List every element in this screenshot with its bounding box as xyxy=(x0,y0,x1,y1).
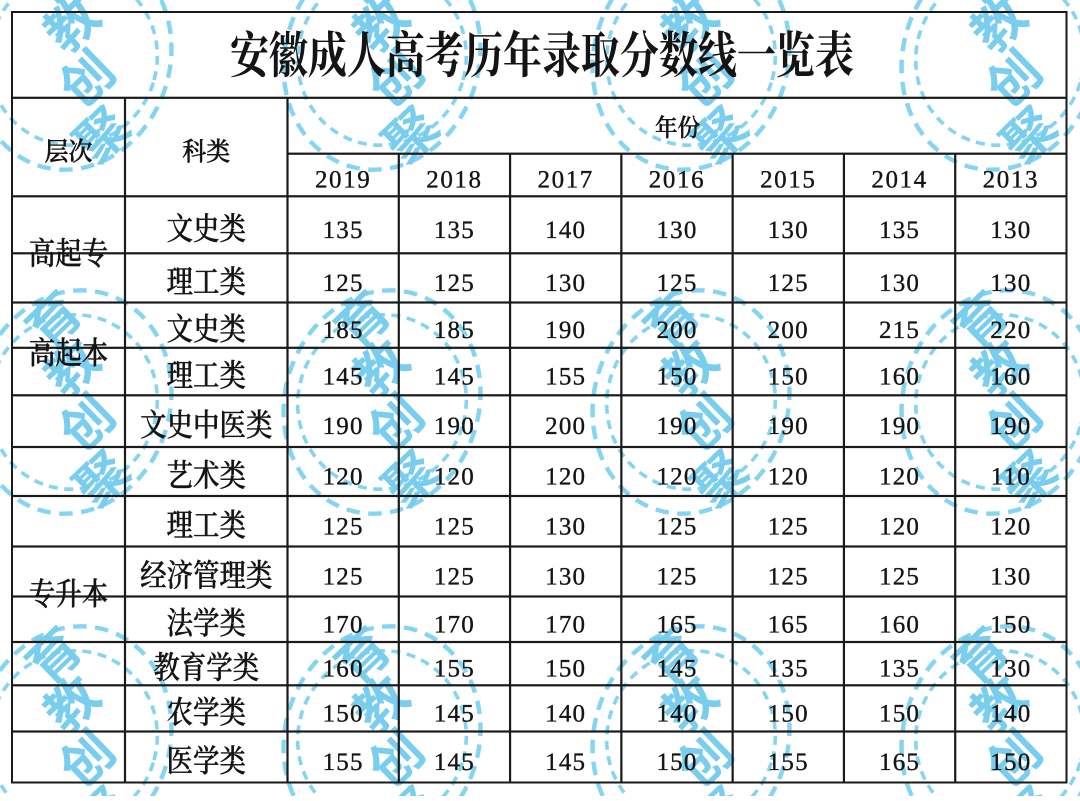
svg-text:160: 160 xyxy=(879,611,920,638)
svg-text:125: 125 xyxy=(879,564,920,591)
svg-text:155: 155 xyxy=(434,656,475,683)
svg-text:145: 145 xyxy=(656,656,697,683)
svg-text:145: 145 xyxy=(434,364,475,391)
svg-text:160: 160 xyxy=(323,656,364,683)
svg-text:150: 150 xyxy=(768,700,809,727)
svg-text:170: 170 xyxy=(434,611,475,638)
svg-text:130: 130 xyxy=(990,217,1031,244)
svg-text:140: 140 xyxy=(545,700,586,727)
svg-text:130: 130 xyxy=(990,564,1031,591)
svg-text:145: 145 xyxy=(434,749,475,776)
svg-text:125: 125 xyxy=(323,564,364,591)
svg-text:125: 125 xyxy=(656,513,697,540)
svg-text:120: 120 xyxy=(545,464,586,491)
svg-text:120: 120 xyxy=(323,464,364,491)
svg-text:140: 140 xyxy=(656,700,697,727)
svg-text:125: 125 xyxy=(323,270,364,297)
svg-text:145: 145 xyxy=(434,700,475,727)
svg-text:125: 125 xyxy=(434,270,475,297)
svg-text:120: 120 xyxy=(990,513,1031,540)
svg-text:120: 120 xyxy=(768,464,809,491)
svg-text:130: 130 xyxy=(545,270,586,297)
svg-text:140: 140 xyxy=(990,700,1031,727)
svg-text:150: 150 xyxy=(545,656,586,683)
svg-text:160: 160 xyxy=(879,364,920,391)
svg-text:215: 215 xyxy=(879,317,920,344)
svg-text:125: 125 xyxy=(656,270,697,297)
svg-text:150: 150 xyxy=(990,611,1031,638)
svg-text:2018: 2018 xyxy=(426,166,482,193)
svg-text:110: 110 xyxy=(991,464,1031,491)
svg-text:150: 150 xyxy=(879,700,920,727)
svg-text:120: 120 xyxy=(656,464,697,491)
svg-text:125: 125 xyxy=(768,564,809,591)
svg-text:120: 120 xyxy=(879,513,920,540)
svg-text:130: 130 xyxy=(545,513,586,540)
svg-text:220: 220 xyxy=(990,317,1031,344)
svg-text:190: 190 xyxy=(768,413,809,440)
svg-text:160: 160 xyxy=(990,364,1031,391)
svg-text:2016: 2016 xyxy=(649,166,705,193)
svg-text:130: 130 xyxy=(656,217,697,244)
svg-text:150: 150 xyxy=(768,364,809,391)
svg-text:155: 155 xyxy=(768,749,809,776)
svg-text:165: 165 xyxy=(768,611,809,638)
svg-text:150: 150 xyxy=(656,364,697,391)
svg-text:130: 130 xyxy=(990,656,1031,683)
svg-text:2013: 2013 xyxy=(983,166,1039,193)
svg-text:140: 140 xyxy=(545,217,586,244)
svg-text:200: 200 xyxy=(768,317,809,344)
svg-text:135: 135 xyxy=(879,217,920,244)
svg-text:2014: 2014 xyxy=(871,166,927,193)
svg-text:150: 150 xyxy=(990,749,1031,776)
svg-text:135: 135 xyxy=(879,656,920,683)
svg-text:2017: 2017 xyxy=(538,166,594,193)
svg-text:135: 135 xyxy=(323,217,364,244)
svg-text:185: 185 xyxy=(434,317,475,344)
svg-text:190: 190 xyxy=(323,413,364,440)
svg-text:130: 130 xyxy=(545,564,586,591)
svg-text:170: 170 xyxy=(323,611,364,638)
svg-text:200: 200 xyxy=(545,413,586,440)
svg-text:190: 190 xyxy=(879,413,920,440)
svg-text:165: 165 xyxy=(656,611,697,638)
svg-text:165: 165 xyxy=(879,749,920,776)
svg-text:150: 150 xyxy=(656,749,697,776)
svg-text:2015: 2015 xyxy=(760,166,816,193)
svg-text:145: 145 xyxy=(323,364,364,391)
svg-text:190: 190 xyxy=(990,413,1031,440)
svg-text:170: 170 xyxy=(545,611,586,638)
svg-text:120: 120 xyxy=(879,464,920,491)
svg-text:125: 125 xyxy=(768,270,809,297)
svg-text:190: 190 xyxy=(545,317,586,344)
svg-text:155: 155 xyxy=(545,364,586,391)
svg-text:120: 120 xyxy=(434,464,475,491)
svg-text:125: 125 xyxy=(656,564,697,591)
svg-text:190: 190 xyxy=(434,413,475,440)
svg-text:125: 125 xyxy=(434,564,475,591)
svg-text:130: 130 xyxy=(879,270,920,297)
svg-text:2019: 2019 xyxy=(315,166,371,193)
svg-text:135: 135 xyxy=(434,217,475,244)
svg-text:145: 145 xyxy=(545,749,586,776)
svg-text:200: 200 xyxy=(656,317,697,344)
svg-text:150: 150 xyxy=(323,700,364,727)
svg-text:185: 185 xyxy=(323,317,364,344)
svg-text:135: 135 xyxy=(768,656,809,683)
svg-text:190: 190 xyxy=(656,413,697,440)
svg-text:125: 125 xyxy=(323,513,364,540)
svg-text:130: 130 xyxy=(990,270,1031,297)
svg-text:130: 130 xyxy=(768,217,809,244)
svg-text:125: 125 xyxy=(434,513,475,540)
svg-text:125: 125 xyxy=(768,513,809,540)
svg-text:155: 155 xyxy=(323,749,364,776)
